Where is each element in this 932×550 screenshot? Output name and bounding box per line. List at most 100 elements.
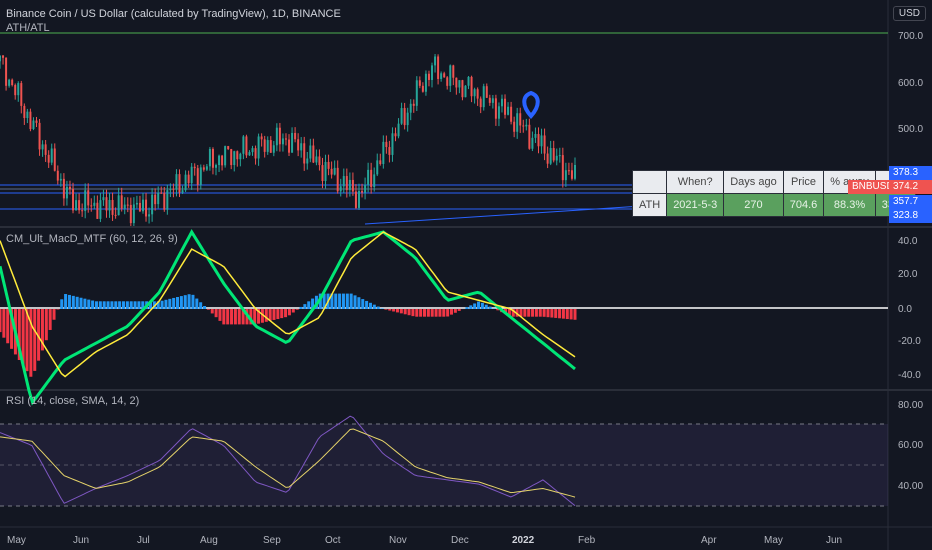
histogram-bar <box>542 309 546 317</box>
candle-body <box>111 199 114 215</box>
candle-body <box>361 191 364 193</box>
histogram-bar <box>179 296 183 309</box>
candle-body <box>245 136 248 156</box>
candle-body <box>348 179 351 191</box>
histogram-bar <box>10 309 14 349</box>
candle-body <box>446 77 449 86</box>
histogram-bar <box>44 309 48 341</box>
candle-body <box>312 145 315 163</box>
histogram-bar <box>156 301 160 309</box>
candle-body <box>181 190 184 193</box>
histogram-bar <box>311 298 315 309</box>
candle-body <box>464 85 467 98</box>
indicator-label[interactable]: ATH/ATL <box>6 22 50 34</box>
histogram-bar <box>0 309 2 333</box>
histogram-bar <box>118 301 122 309</box>
ath-header-cell: Days ago <box>723 170 784 194</box>
histogram-bar <box>507 309 511 316</box>
histogram-bar <box>168 298 172 309</box>
candle-body <box>382 141 385 165</box>
histogram-bar <box>384 309 388 310</box>
histogram-bar <box>353 295 357 309</box>
histogram-bar <box>419 309 423 317</box>
histogram-bar <box>237 309 241 325</box>
candle-body <box>215 165 218 168</box>
candle-body <box>254 148 257 159</box>
candle-body <box>50 148 53 163</box>
candle-body <box>169 188 172 191</box>
candle-body <box>8 79 11 86</box>
histogram-bar <box>426 309 430 317</box>
histogram-bar <box>33 309 37 371</box>
histogram-bar <box>457 309 461 311</box>
time-axis-tick: 2022 <box>512 535 535 546</box>
candle-body <box>175 174 178 190</box>
histogram-bar <box>554 309 558 318</box>
currency-button[interactable]: USD <box>892 6 926 21</box>
candle-body <box>47 154 50 163</box>
candle-body <box>62 178 65 199</box>
candle-body <box>114 214 117 216</box>
candle-body <box>440 73 443 79</box>
ath-table-corner <box>631 170 668 194</box>
candle-body <box>211 148 214 168</box>
candle-body <box>75 200 78 211</box>
candle-body <box>303 143 306 164</box>
candle-body <box>141 199 144 212</box>
histogram-bar <box>149 301 153 309</box>
histogram-bar <box>422 309 426 317</box>
candle-body <box>87 190 90 206</box>
histogram-bar <box>450 309 454 315</box>
histogram-bar <box>284 309 288 318</box>
rsi-axis-tick: 60.00 <box>898 440 923 451</box>
ath-value-cell: 88.3% <box>823 193 876 217</box>
candle-body <box>20 83 23 106</box>
candle-body <box>84 190 87 211</box>
candle-body <box>300 143 303 151</box>
histogram-bar <box>341 293 345 309</box>
candle-body <box>546 153 549 164</box>
candle-body <box>148 214 151 217</box>
candle-body <box>29 111 32 130</box>
histogram-bar <box>110 301 114 309</box>
rsi-title[interactable]: RSI (14, close, SMA, 14, 2) <box>6 395 140 407</box>
histogram-bar <box>48 309 52 330</box>
candle-body <box>549 148 552 164</box>
candle-body <box>418 80 421 86</box>
candle-body <box>59 178 62 181</box>
candle-body <box>53 148 56 171</box>
histogram-bar <box>52 309 56 320</box>
candle-body <box>284 138 287 140</box>
candle-body <box>278 127 281 145</box>
histogram-bar <box>434 309 438 317</box>
histogram-bar <box>249 309 253 325</box>
candle-body <box>364 184 367 193</box>
histogram-bar <box>338 293 342 309</box>
histogram-bar <box>534 309 538 317</box>
candle-body <box>230 149 233 166</box>
histogram-bar <box>519 309 523 317</box>
candle-body <box>485 86 488 98</box>
histogram-bar <box>349 293 353 309</box>
histogram-bar <box>538 309 542 317</box>
candle-body <box>102 197 105 201</box>
macd-title[interactable]: CM_Ult_MacD_MTF (60, 12, 26, 9) <box>6 233 178 245</box>
price-label-box: 323.8 <box>889 209 932 223</box>
histogram-bar <box>137 301 141 309</box>
price-axis-tick: 600.0 <box>898 78 923 89</box>
candle-body <box>120 195 123 209</box>
candle-body <box>479 98 482 108</box>
candle-body <box>294 132 297 140</box>
candle-body <box>239 153 242 160</box>
candle-body <box>321 165 324 181</box>
candle-body <box>38 122 41 150</box>
candle-body <box>470 76 473 97</box>
histogram-bar <box>527 309 531 317</box>
histogram-bar <box>257 309 261 324</box>
candle-body <box>421 85 424 92</box>
histogram-bar <box>160 300 164 309</box>
candle-body <box>342 176 345 187</box>
histogram-bar <box>37 309 41 361</box>
histogram-bar <box>453 309 457 313</box>
